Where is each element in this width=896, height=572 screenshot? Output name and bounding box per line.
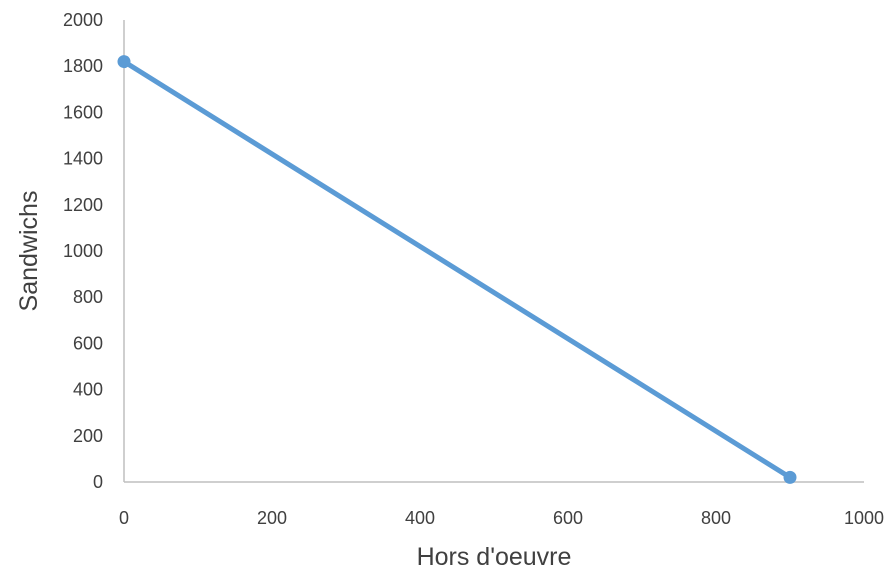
y-tick-label: 1400 xyxy=(63,149,103,169)
x-axis: 0 200 400 600 800 1000 xyxy=(119,481,884,528)
data-point xyxy=(117,55,131,69)
x-tick-label: 600 xyxy=(553,508,583,528)
x-tick-labels: 0 200 400 600 800 1000 xyxy=(119,508,884,528)
y-tick-label: 1800 xyxy=(63,56,103,76)
x-tick-label: 400 xyxy=(405,508,435,528)
series-line xyxy=(121,59,793,480)
y-tick-label: 400 xyxy=(73,380,103,400)
data-point xyxy=(783,470,797,484)
series-layer xyxy=(117,55,797,484)
y-tick-label: 1200 xyxy=(63,195,103,215)
x-tick-label: 0 xyxy=(119,508,129,528)
y-tick-label: 0 xyxy=(93,472,103,492)
x-axis-title: Hors d'oeuvre xyxy=(417,543,572,571)
y-tick-label: 2000 xyxy=(63,10,103,30)
x-tick-label: 200 xyxy=(257,508,287,528)
x-tick-label: 1000 xyxy=(844,508,884,528)
y-tick-label: 1600 xyxy=(63,102,103,122)
y-tick-label: 600 xyxy=(73,333,103,353)
y-axis: 0 200 400 600 800 1000 1200 1400 1600 1800 2000 xyxy=(63,10,125,492)
x-tick-label: 800 xyxy=(701,508,731,528)
y-tick-label: 800 xyxy=(73,287,103,307)
y-tick-labels: 0 200 400 600 800 1000 1200 1400 1600 1800 2000 xyxy=(63,10,103,492)
y-axis-title: Sandwichs xyxy=(15,191,43,312)
y-tick-label: 1000 xyxy=(63,241,103,261)
y-tick-label: 200 xyxy=(73,426,103,446)
